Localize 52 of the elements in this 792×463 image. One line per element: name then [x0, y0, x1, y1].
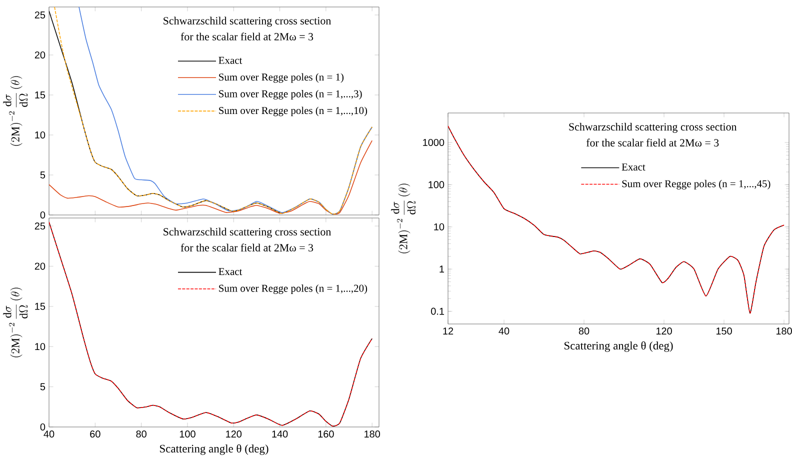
x-tick-label: 120: [226, 430, 242, 438]
text: Schwarzschild scattering cross section: [164, 16, 331, 27]
text: for the scalar field at 2Mω = 3: [180, 244, 314, 252]
x-tick-label: 140: [272, 430, 288, 438]
text: Schwarzschild scattering cross section: [164, 228, 331, 238]
y-tick-label: 0: [40, 211, 46, 219]
line-series: [49, 222, 372, 427]
legend-label: Exact: [218, 268, 242, 276]
y-tick-label: 1: [440, 266, 444, 273]
x-axis-title: Scattering angle θ (deg): [564, 341, 673, 352]
y-axis-title: $(2\mathrm{M})^{-2}\,\frac{\mathrm{d}\sigma}{\mathrm{d}\Omega}\,(\theta)$: [3, 288, 28, 358]
x-tick-label: 40: [498, 328, 510, 335]
legend-label: Exact: [622, 164, 646, 171]
x-tick-label: 120: [656, 328, 672, 335]
y-tick-label: 25: [34, 11, 46, 19]
x-tick-label: 160: [318, 430, 334, 438]
x-tick-label: 80: [136, 430, 146, 438]
y-tick-label: 100: [428, 181, 444, 188]
y-axis-title: $(2\mathrm{M})^{-2}\,\frac{\mathrm{d}\sigma}{\mathrm{d}\Omega}\,(\theta)$: [391, 184, 416, 254]
legend-label: Sum over Regge poles (n = 1,...,20): [219, 284, 368, 294]
x-tick-label: 180: [776, 328, 792, 335]
text: Schwarzschild scattering cross section: [569, 122, 737, 133]
x-tick-label: 100: [180, 430, 196, 438]
line-series: [49, 140, 372, 215]
legend-label: Exact: [218, 56, 242, 64]
y-tick-label: 25: [34, 222, 46, 230]
y-tick-label: 10: [434, 223, 444, 230]
y-tick-label: 0.1: [431, 308, 444, 315]
y-tick-label: 20: [34, 262, 46, 270]
text: for the scalar field at 2Mω = 3: [180, 32, 314, 40]
y-tick-label: 20: [34, 51, 46, 59]
legend-label: Sum over Regge poles (n = 1,...,45): [622, 180, 770, 190]
legend-label: Sum over Regge poles (n = 1): [219, 73, 344, 83]
x-tick-label: 180: [364, 430, 380, 438]
y-tick-label: 0: [40, 423, 46, 431]
x-tick-label: 80: [578, 328, 590, 335]
y-tick-label: 15: [35, 92, 46, 98]
y-tick-label: 5: [40, 172, 46, 178]
y-tick-label: 1000: [423, 138, 444, 146]
y-tick-label: 10: [35, 131, 46, 139]
legend-label: Sum over Regge poles (n = 1,...,3): [219, 90, 362, 100]
x-tick-label: 60: [90, 430, 100, 438]
y-axis-title: $(2\mathrm{M})^{-2}\,\frac{\mathrm{d}\sigma}{\mathrm{d}\Omega}\,(\theta)$: [3, 76, 28, 146]
x-tick-label: 150: [716, 328, 732, 335]
legend-label: Sum over Regge poles (n = 1,...,10): [219, 106, 368, 116]
y-tick-label: 15: [35, 302, 46, 310]
x-axis-title: Scattering angle θ (deg): [160, 444, 268, 455]
x-tick-label: 12: [443, 328, 454, 334]
y-tick-label: 5: [40, 383, 46, 390]
text: for the scalar field at 2Mω = 3: [586, 138, 719, 146]
x-tick-label: 40: [44, 430, 54, 438]
y-tick-label: 10: [35, 343, 46, 350]
